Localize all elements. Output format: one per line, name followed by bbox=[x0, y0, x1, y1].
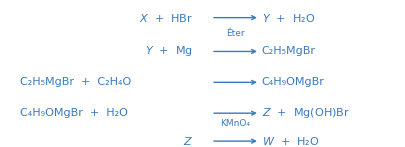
Text: Éter: Éter bbox=[226, 29, 244, 38]
Text: $Z$: $Z$ bbox=[182, 135, 192, 147]
Text: C₄H₉OMgBr: C₄H₉OMgBr bbox=[261, 77, 324, 87]
Text: C₂H₅MgBr  +  C₂H₄O: C₂H₅MgBr + C₂H₄O bbox=[20, 77, 131, 87]
Text: $Y$  +  Mg: $Y$ + Mg bbox=[145, 44, 192, 59]
Text: C₄H₉OMgBr  +  H₂O: C₄H₉OMgBr + H₂O bbox=[20, 108, 128, 118]
Text: $Z$  +  Mg(OH)Br: $Z$ + Mg(OH)Br bbox=[261, 106, 349, 120]
Text: C₂H₅MgBr: C₂H₅MgBr bbox=[261, 46, 315, 56]
Text: $W$  +  H₂O: $W$ + H₂O bbox=[261, 135, 318, 147]
Text: $Y$  +  H₂O: $Y$ + H₂O bbox=[261, 12, 314, 24]
Text: $X$  +  HBr: $X$ + HBr bbox=[139, 12, 192, 24]
Text: KMnO₄: KMnO₄ bbox=[220, 119, 250, 128]
